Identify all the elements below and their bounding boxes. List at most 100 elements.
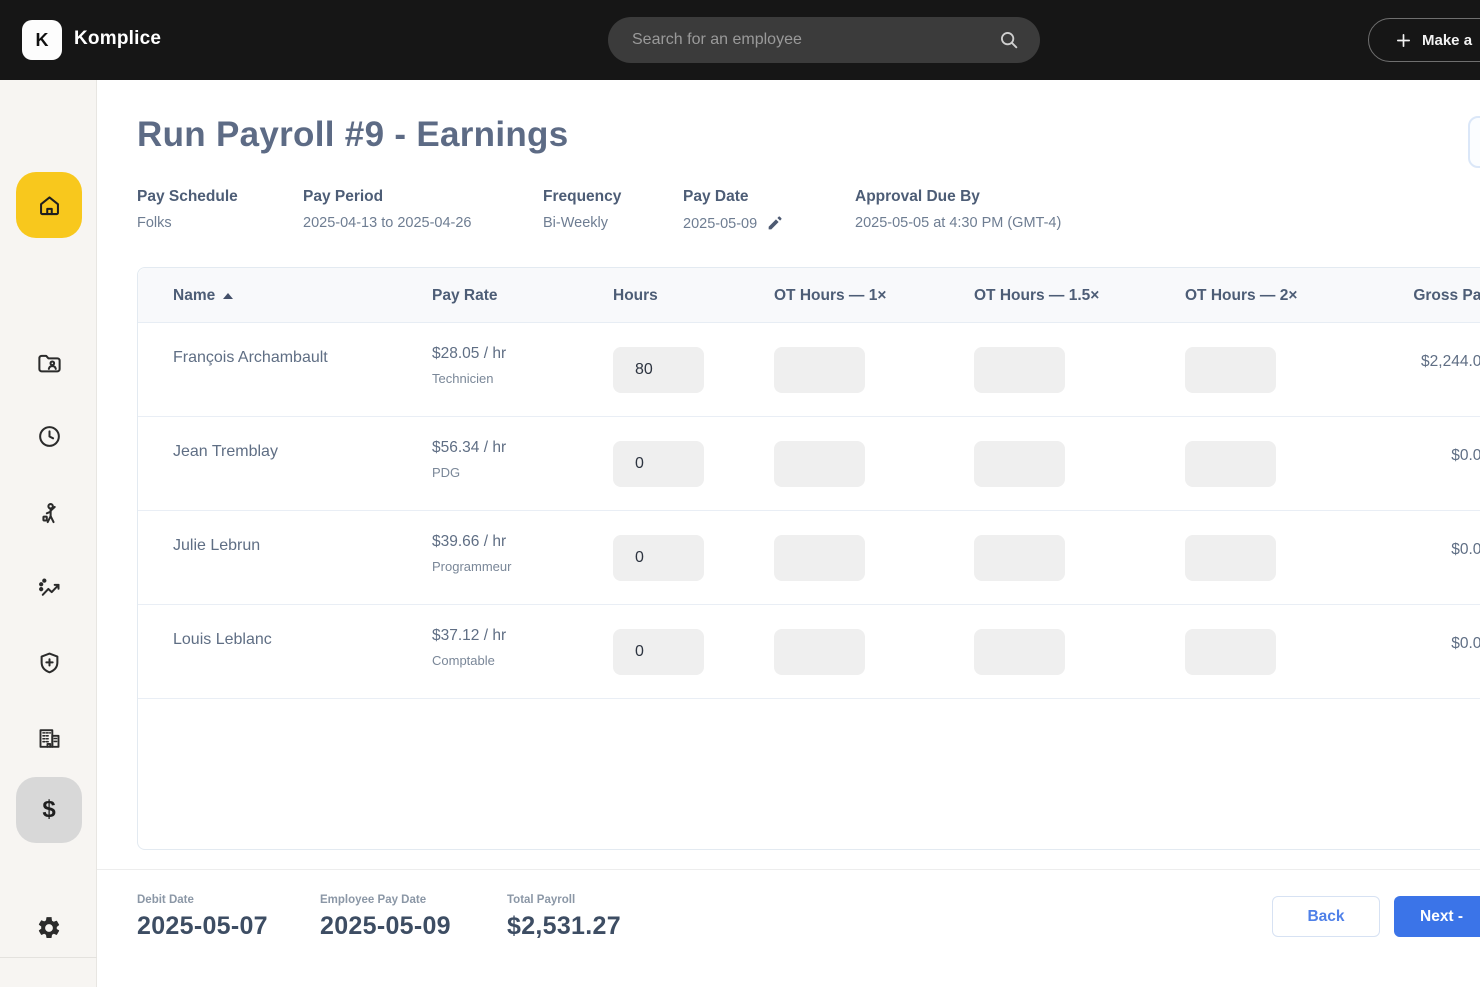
table-row: François Archambault $28.05 / hr Technic… (138, 323, 1480, 417)
pay-schedule-label: Pay Schedule (137, 188, 238, 205)
column-header-gross-pay[interactable]: Gross Pay (1413, 287, 1480, 304)
edit-pencil-icon[interactable] (766, 215, 783, 232)
next-button[interactable]: Next - (1394, 896, 1480, 937)
sidebar-divider (0, 957, 97, 958)
sidebar-item-benefits[interactable] (16, 630, 82, 696)
total-payroll-label: Total Payroll (507, 894, 576, 906)
hours-input[interactable] (613, 629, 704, 675)
brand-name: Komplice (74, 28, 162, 49)
person-waving-icon (41, 502, 56, 523)
column-header-name[interactable]: Name (173, 287, 234, 305)
shield-plus-icon (40, 652, 58, 673)
pay-rate: $28.05 / hr (432, 345, 507, 362)
pay-schedule-value: Folks (137, 215, 172, 231)
sidebar-item-time-off[interactable] (16, 480, 82, 546)
sidebar-item-time-tracking[interactable] (16, 403, 82, 469)
ot-1x-input[interactable] (774, 441, 865, 487)
pay-period-value: 2025-04-13 to 2025-04-26 (303, 215, 472, 231)
clipped-top-right-button[interactable] (1468, 116, 1480, 168)
column-header-ot-15x[interactable]: OT Hours — 1.5× (974, 287, 1100, 304)
hours-input[interactable] (613, 441, 704, 487)
sort-asc-icon (223, 293, 234, 299)
ot-15x-input[interactable] (974, 441, 1065, 487)
stat-debit-date: Debit Date 2025-05-07 (137, 894, 268, 941)
meta-approval-due: Approval Due By 2025-05-05 at 4:30 PM (G… (855, 188, 1061, 231)
job-title: Comptable (432, 653, 495, 668)
ot-2x-input[interactable] (1185, 441, 1276, 487)
sidebar-item-company[interactable] (16, 705, 82, 771)
ot-15x-input[interactable] (974, 629, 1065, 675)
gross-pay: $0.00 (1451, 541, 1480, 558)
table-header: Name Pay Rate Hours OT Hours — 1× OT Hou… (138, 268, 1480, 323)
table-row: Louis Leblanc $37.12 / hr Comptable $0.0… (138, 605, 1480, 699)
sidebar-item-settings[interactable] (16, 895, 82, 961)
column-header-hours[interactable]: Hours (613, 287, 658, 304)
employee-pay-date-value: 2025-05-09 (320, 912, 451, 940)
gross-pay: $2,244.00 (1421, 353, 1480, 370)
pay-date-value: 2025-05-09 (683, 215, 758, 232)
sidebar-item-employees[interactable] (16, 330, 82, 396)
main-content: Run Payroll #9 - Earnings Pay Schedule F… (97, 80, 1480, 869)
meta-frequency: Frequency Bi-Weekly (543, 188, 621, 231)
pay-rate: $39.66 / hr (432, 533, 507, 550)
employee-name: François Archambault (173, 349, 328, 366)
footer-bar: Debit Date 2025-05-07 Employee Pay Date … (97, 870, 1480, 987)
pay-date-label: Pay Date (683, 188, 749, 205)
approval-due-label: Approval Due By (855, 188, 980, 205)
ot-2x-input[interactable] (1185, 535, 1276, 581)
ot-1x-input[interactable] (774, 629, 865, 675)
ot-15x-input[interactable] (974, 347, 1065, 393)
page-title: Run Payroll #9 - Earnings (137, 115, 569, 154)
plus-icon (1396, 33, 1411, 47)
trend-icon (38, 577, 60, 596)
total-payroll-value: $2,531.27 (507, 912, 621, 940)
column-header-pay-rate[interactable]: Pay Rate (432, 287, 498, 304)
employee-search[interactable] (608, 17, 1040, 63)
debit-date-value: 2025-05-07 (137, 912, 268, 940)
pay-rate: $56.34 / hr (432, 439, 507, 456)
employee-name: Jean Tremblay (173, 443, 278, 460)
clock-icon (38, 425, 60, 447)
frequency-label: Frequency (543, 188, 622, 205)
hours-input[interactable] (613, 535, 704, 581)
frequency-value: Bi-Weekly (543, 215, 608, 231)
earnings-table: Name Pay Rate Hours OT Hours — 1× OT Hou… (137, 267, 1480, 850)
ot-2x-input[interactable] (1185, 629, 1276, 675)
job-title: Technicien (432, 371, 494, 386)
sidebar: $ (0, 80, 97, 987)
job-title: PDG (432, 465, 461, 480)
meta-pay-date: Pay Date 2025-05-09 (683, 188, 783, 232)
hours-input[interactable] (613, 347, 704, 393)
make-a-button-label: Make a (1422, 31, 1473, 49)
folder-user-icon (37, 354, 61, 372)
table-row: Julie Lebrun $39.66 / hr Programmeur $0.… (138, 511, 1480, 605)
column-header-ot-1x[interactable]: OT Hours — 1× (774, 287, 887, 304)
make-a-button[interactable]: Make a (1368, 18, 1480, 62)
back-button[interactable]: Back (1272, 896, 1380, 937)
sidebar-item-performance[interactable] (16, 555, 82, 621)
home-icon (39, 195, 59, 215)
employee-name: Louis Leblanc (173, 631, 272, 648)
ot-15x-input[interactable] (974, 535, 1065, 581)
search-icon (1001, 32, 1018, 49)
ot-1x-input[interactable] (774, 535, 865, 581)
job-title: Programmeur (432, 559, 512, 574)
logo-letter: K (35, 29, 49, 50)
ot-2x-input[interactable] (1185, 347, 1276, 393)
employee-pay-date-label: Employee Pay Date (320, 894, 427, 906)
approval-due-value: 2025-05-05 at 4:30 PM (GMT-4) (855, 215, 1062, 231)
ot-1x-input[interactable] (774, 347, 865, 393)
sidebar-item-home[interactable] (16, 172, 82, 238)
app-logo[interactable]: K (22, 20, 62, 60)
stat-total-payroll: Total Payroll $2,531.27 (507, 894, 621, 941)
gross-pay: $0.00 (1451, 635, 1480, 652)
sidebar-item-payroll[interactable]: $ (16, 777, 82, 843)
column-header-ot-2x[interactable]: OT Hours — 2× (1185, 287, 1298, 304)
stat-employee-pay-date: Employee Pay Date 2025-05-09 (320, 894, 451, 941)
dollar-icon: $ (42, 796, 56, 823)
building-icon (39, 728, 59, 748)
meta-pay-period: Pay Period 2025-04-13 to 2025-04-26 (303, 188, 472, 231)
search-input[interactable] (608, 31, 998, 49)
debit-date-label: Debit Date (137, 894, 194, 906)
